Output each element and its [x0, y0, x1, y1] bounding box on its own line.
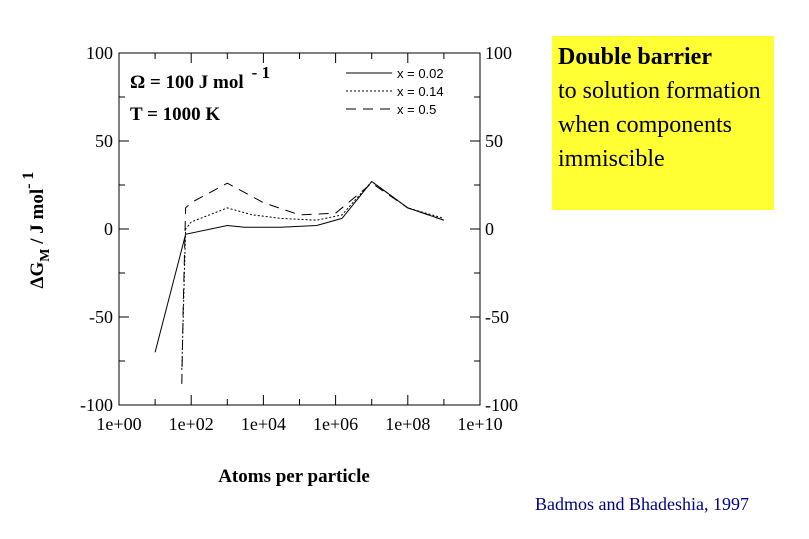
axis-ticks	[118, 52, 481, 406]
series-line-2	[181, 182, 445, 384]
x-tick-label: 1e+00	[96, 414, 141, 434]
y-axis-title: ΔGM / J mol- 1	[20, 172, 53, 289]
citation: Badmos and Bhadeshia, 1997	[535, 494, 749, 514]
x-axis-title: Atoms per particle	[218, 466, 370, 487]
x-tick-label: 1e+10	[457, 414, 502, 434]
y-tick-label-left: 100	[86, 43, 113, 63]
series-line-1	[181, 180, 445, 370]
x-tick-label: 1e+08	[385, 414, 430, 434]
x-tick-label: 1e+06	[313, 414, 358, 434]
x-tick-labels: 1e+00 1e+02 1e+04 1e+06 1e+08 1e+10	[96, 414, 502, 434]
legend-label-x002: x = 0.02	[397, 66, 444, 81]
legend-label-x014: x = 0.14	[397, 84, 444, 99]
callout-body: to solution formation when components im…	[558, 78, 761, 172]
y-tick-label-left: 50	[95, 131, 113, 151]
y-tick-label-left: -100	[80, 395, 113, 415]
series-line-0	[154, 180, 445, 353]
y-tick-label-right: 0	[485, 219, 494, 239]
x-tick-label: 1e+02	[169, 414, 214, 434]
legend: x = 0.02 x = 0.14 x = 0.5	[346, 66, 444, 117]
y-tick-label-right: 100	[485, 43, 512, 63]
x-tick-label: 1e+04	[241, 414, 286, 434]
y-tick-label-right: 50	[485, 131, 503, 151]
y-tick-label-right: -100	[485, 395, 518, 415]
y-tick-label-left: -50	[89, 307, 113, 327]
y-tick-labels: 100 100 50 50 0 0 -50 -50 -100 -100	[80, 43, 518, 415]
legend-label-x05: x = 0.5	[397, 102, 436, 117]
callout-box: Double barrier to solution formation whe…	[552, 36, 774, 210]
temperature-annotation: T = 1000 K	[130, 104, 220, 125]
callout-headline: Double barrier	[558, 44, 712, 70]
series-lines	[154, 180, 445, 384]
y-tick-label-right: -50	[485, 307, 509, 327]
omega-annotation: Ω = 100 J mol - 1	[130, 63, 270, 93]
y-tick-label-left: 0	[104, 219, 113, 239]
